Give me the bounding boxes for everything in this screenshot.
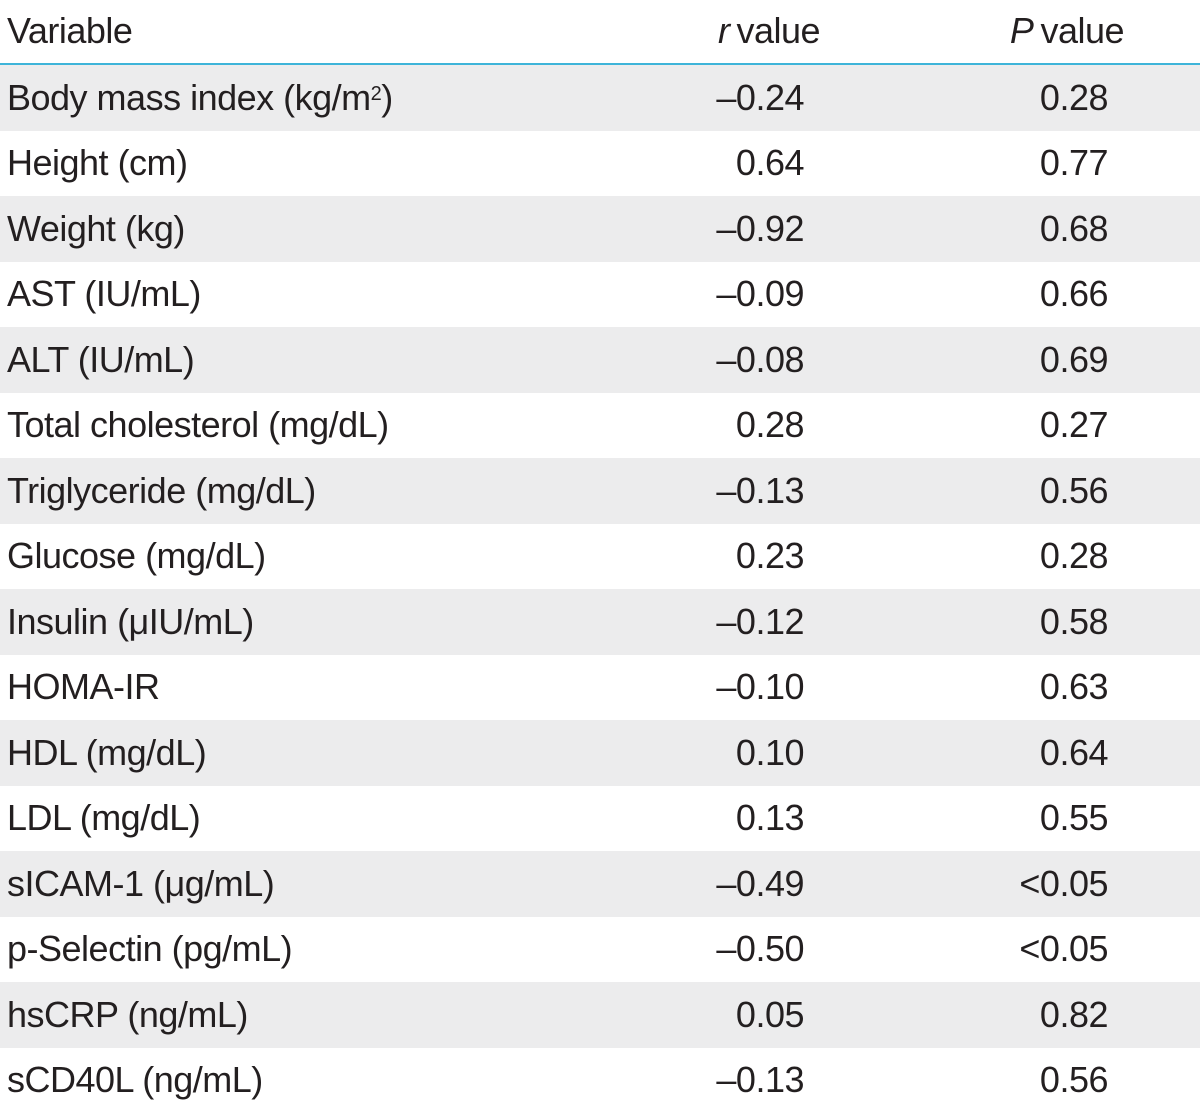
- r-value-cell: 0.23: [640, 524, 804, 590]
- p-value-cell: 0.66: [930, 262, 1108, 328]
- p-value-cell: 0.28: [930, 524, 1108, 590]
- r-value-cell: –0.92: [640, 196, 804, 262]
- variable-label-end: ): [381, 77, 393, 119]
- table-row: Insulin (μIU/mL) –0.12 0.58: [0, 589, 1200, 655]
- r-value-cell: –0.13: [640, 458, 804, 524]
- r-value-cell: 0.64: [640, 131, 804, 197]
- r-value-cell: –0.13: [640, 1048, 804, 1113]
- r-value-cell: –0.24: [640, 65, 804, 131]
- variable-cell: sICAM-1 (μg/mL): [7, 851, 667, 917]
- table-row: hsCRP (ng/mL) 0.05 0.82: [0, 982, 1200, 1048]
- p-value-cell: 0.28: [930, 65, 1108, 131]
- variable-cell: p-Selectin (pg/mL): [7, 917, 667, 983]
- variable-cell: AST (IU/mL): [7, 262, 667, 328]
- table-row: ALT (IU/mL) –0.08 0.69: [0, 327, 1200, 393]
- p-value-cell: 0.56: [930, 458, 1108, 524]
- table-row: Height (cm) 0.64 0.77: [0, 131, 1200, 197]
- r-value-cell: –0.10: [640, 655, 804, 721]
- p-value-cell: <0.05: [930, 851, 1108, 917]
- table-row: Glucose (mg/dL) 0.23 0.28: [0, 524, 1200, 590]
- variable-cell: LDL (mg/dL): [7, 786, 667, 852]
- p-value-cell: 0.58: [930, 589, 1108, 655]
- variable-cell: sCD40L (ng/mL): [7, 1048, 667, 1113]
- p-value-cell: <0.05: [930, 917, 1108, 983]
- variable-cell: Insulin (μIU/mL): [7, 589, 667, 655]
- header-p-symbol: P: [1010, 10, 1034, 52]
- header-r-suffix: value: [736, 10, 820, 52]
- table-row: sCD40L (ng/mL) –0.13 0.56: [0, 1048, 1200, 1113]
- variable-cell: Height (cm): [7, 131, 667, 197]
- variable-cell: hsCRP (ng/mL): [7, 982, 667, 1048]
- table-row: HOMA-IR –0.10 0.63: [0, 655, 1200, 721]
- table-row: HDL (mg/dL) 0.10 0.64: [0, 720, 1200, 786]
- variable-cell: HDL (mg/dL): [7, 720, 667, 786]
- table-row: Weight (kg) –0.92 0.68: [0, 196, 1200, 262]
- r-value-cell: 0.05: [640, 982, 804, 1048]
- header-r-symbol: r: [718, 10, 730, 52]
- variable-cell: Weight (kg): [7, 196, 667, 262]
- table-row: p-Selectin (pg/mL) –0.50 <0.05: [0, 917, 1200, 983]
- p-value-cell: 0.56: [930, 1048, 1108, 1113]
- r-value-cell: –0.49: [640, 851, 804, 917]
- variable-cell: Total cholesterol (mg/dL): [7, 393, 667, 459]
- variable-cell: ALT (IU/mL): [7, 327, 667, 393]
- header-variable: Variable: [7, 0, 667, 63]
- variable-cell: Triglyceride (mg/dL): [7, 458, 667, 524]
- variable-cell: HOMA-IR: [7, 655, 667, 721]
- r-value-cell: –0.50: [640, 917, 804, 983]
- p-value-cell: 0.55: [930, 786, 1108, 852]
- p-value-cell: 0.27: [930, 393, 1108, 459]
- table-row: sICAM-1 (μg/mL) –0.49 <0.05: [0, 851, 1200, 917]
- table-row: AST (IU/mL) –0.09 0.66: [0, 262, 1200, 328]
- header-p-suffix: value: [1040, 10, 1124, 52]
- p-value-cell: 0.82: [930, 982, 1108, 1048]
- variable-cell: Glucose (mg/dL): [7, 524, 667, 590]
- p-value-cell: 0.68: [930, 196, 1108, 262]
- r-value-cell: –0.08: [640, 327, 804, 393]
- r-value-cell: –0.09: [640, 262, 804, 328]
- r-value-cell: 0.13: [640, 786, 804, 852]
- p-value-cell: 0.77: [930, 131, 1108, 197]
- p-value-cell: 0.69: [930, 327, 1108, 393]
- p-value-cell: 0.63: [930, 655, 1108, 721]
- table-row: Total cholesterol (mg/dL) 0.28 0.27: [0, 393, 1200, 459]
- r-value-cell: 0.28: [640, 393, 804, 459]
- table-row: Triglyceride (mg/dL) –0.13 0.56: [0, 458, 1200, 524]
- table-row: LDL (mg/dL) 0.13 0.55: [0, 786, 1200, 852]
- p-value-cell: 0.64: [930, 720, 1108, 786]
- r-value-cell: –0.12: [640, 589, 804, 655]
- r-value-cell: 0.10: [640, 720, 804, 786]
- variable-label: Body mass index (kg/m: [7, 77, 371, 119]
